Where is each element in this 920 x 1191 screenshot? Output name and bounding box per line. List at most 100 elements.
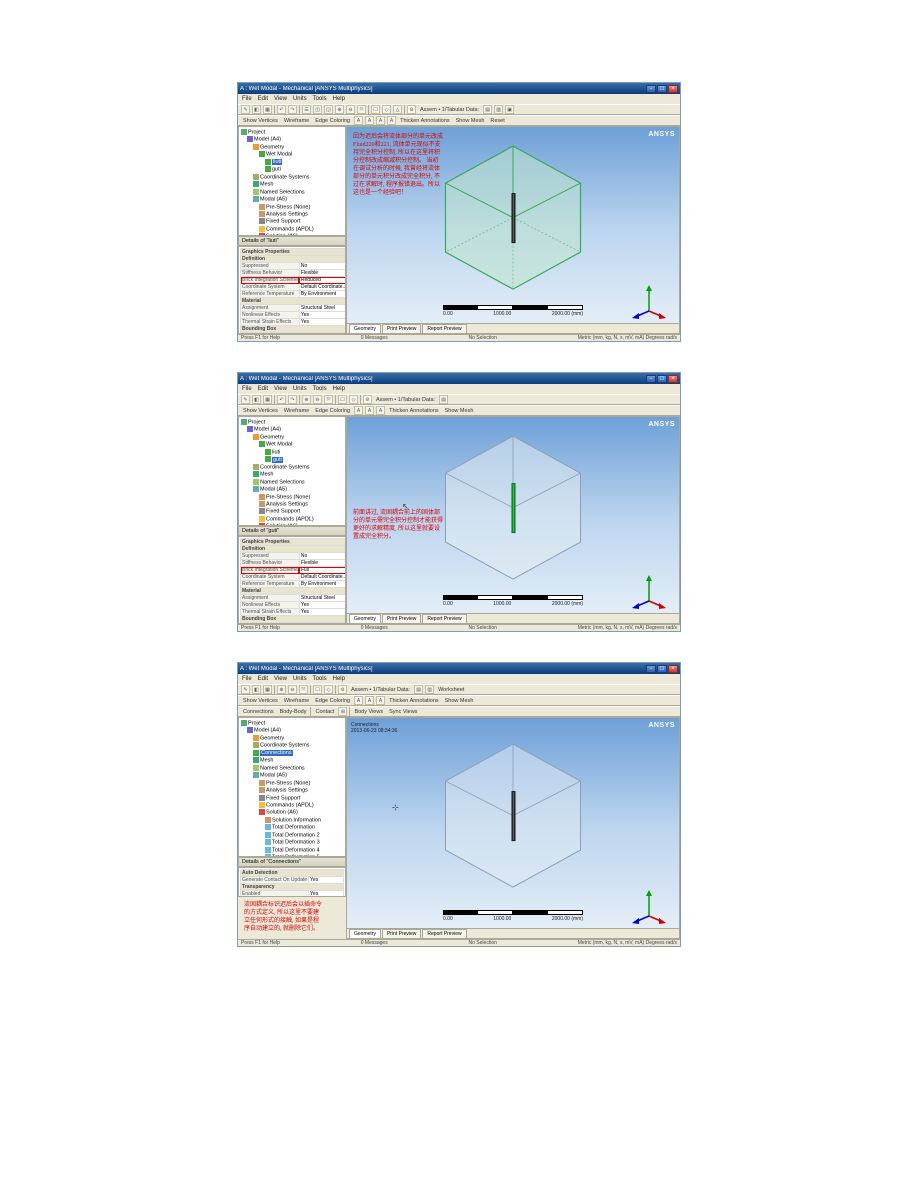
tab-geometry[interactable]: Geometry (349, 929, 381, 938)
outline-tree[interactable]: Project Model (A4) Geometry Wet Modal li… (238, 126, 346, 236)
toolbar-button[interactable]: ↷ (288, 105, 297, 114)
toolbar-button[interactable]: ◫ (313, 105, 322, 114)
toolbar-button[interactable]: ◧ (252, 105, 261, 114)
toolbar-button[interactable]: △ (393, 105, 402, 114)
toolbar-label[interactable]: Show Mesh (443, 698, 476, 704)
toolbar-label[interactable]: Thicken Annotations (387, 698, 441, 704)
maximize-button[interactable]: □ (657, 665, 667, 673)
viewport[interactable]: ANSYS Connections 2013-06-23 08:34:36 ⊹ … (346, 717, 680, 939)
menu-help[interactable]: Help (333, 676, 345, 682)
toolbar-button[interactable]: ⊕ (302, 395, 311, 404)
toolbar-button[interactable]: ◲ (324, 105, 333, 114)
toolbar-button[interactable]: ▤ (414, 685, 423, 694)
assemble-icon[interactable]: ⚙ (363, 395, 372, 404)
menu-units[interactable]: Units (293, 676, 307, 682)
toolbar-button[interactable]: A (376, 696, 385, 705)
toolbar-label[interactable]: Edge Coloring (313, 408, 352, 414)
toolbar-button[interactable]: A (365, 406, 374, 415)
toolbar-button[interactable]: ⊖ (313, 395, 322, 404)
toolbar-button[interactable]: ☐ (338, 395, 347, 404)
toolbar-label[interactable]: Wireframe (282, 698, 311, 704)
toolbar-button[interactable]: ▣ (505, 105, 514, 114)
tab-report[interactable]: Report Preview (422, 614, 466, 623)
toolbar-button[interactable]: ⊖ (288, 685, 297, 694)
toolbar-label[interactable]: Show Vertices (241, 698, 280, 704)
menu-view[interactable]: View (274, 676, 287, 682)
toolbar-button[interactable]: ⊖ (346, 105, 355, 114)
maximize-button[interactable]: □ (657, 375, 667, 383)
toolbar-button[interactable]: ✎ (241, 105, 250, 114)
assemble-icon[interactable]: ⚙ (338, 685, 347, 694)
toolbar-button[interactable]: ⤧ (357, 105, 366, 114)
toolbar-label[interactable]: Edge Coloring (313, 698, 352, 704)
toolbar-button[interactable]: ⊞ (338, 707, 347, 716)
toolbar-button[interactable]: ☰ (302, 105, 311, 114)
viewport[interactable]: ANSYS ↖ 前面讲过, 流固耦合前上的固体部分的单元需完全积分控制才能获得更… (346, 416, 680, 624)
menu-file[interactable]: File (242, 96, 252, 102)
tab-report[interactable]: Report Preview (422, 929, 466, 938)
close-button[interactable]: × (668, 375, 678, 383)
tab-geometry[interactable]: Geometry (349, 614, 381, 623)
toolbar-button[interactable]: ↶ (277, 395, 286, 404)
toolbar-button[interactable]: A (387, 116, 396, 125)
menu-tools[interactable]: Tools (313, 676, 327, 682)
menu-help[interactable]: Help (333, 96, 345, 102)
menu-file[interactable]: File (242, 676, 252, 682)
toolbar-button[interactable]: ◧ (252, 685, 261, 694)
toolbar-label[interactable]: Wireframe (282, 408, 311, 414)
menu-edit[interactable]: Edit (258, 96, 268, 102)
toolbar-button[interactable]: ☐ (313, 685, 322, 694)
toolbar-label[interactable]: Thicken Annotations (387, 408, 441, 414)
outline-tree[interactable]: Project Model (A4) Geometry Coordinate S… (238, 717, 346, 857)
toolbar-button[interactable]: ◇ (349, 395, 358, 404)
toolbar-button[interactable]: ◇ (324, 685, 333, 694)
toolbar-button[interactable]: A (365, 116, 374, 125)
details-panel[interactable]: Auto DetectionGenerate Contact On Update… (238, 867, 346, 897)
toolbar-button[interactable]: ▦ (263, 395, 272, 404)
toolbar-label[interactable]: Show Mesh (454, 118, 487, 124)
toolbar-label[interactable]: Edge Coloring (313, 118, 352, 124)
toolbar-button[interactable]: A (354, 406, 363, 415)
toolbar-button[interactable]: ◇ (382, 105, 391, 114)
assemble-icon[interactable]: ⚙ (407, 105, 416, 114)
menu-units[interactable]: Units (293, 386, 307, 392)
tab-report[interactable]: Report Preview (422, 324, 466, 333)
details-panel[interactable]: Graphics PropertiesDefinitionSuppressedN… (238, 246, 346, 334)
toolbar-button[interactable]: A (354, 116, 363, 125)
toolbar-label[interactable]: Show Vertices (241, 118, 280, 124)
menu-tools[interactable]: Tools (313, 386, 327, 392)
toolbar-button[interactable]: ✎ (241, 395, 250, 404)
toolbar-button[interactable]: ◧ (252, 395, 261, 404)
tab-print[interactable]: Print Preview (382, 324, 421, 333)
toolbar-button[interactable]: A (376, 406, 385, 415)
toolbar-button[interactable]: A (376, 116, 385, 125)
menu-view[interactable]: View (274, 386, 287, 392)
menu-edit[interactable]: Edit (258, 676, 268, 682)
menu-edit[interactable]: Edit (258, 386, 268, 392)
close-button[interactable]: × (668, 665, 678, 673)
details-panel[interactable]: Graphics PropertiesDefinitionSuppressedN… (238, 536, 346, 624)
toolbar-button[interactable]: A (354, 696, 363, 705)
tab-print[interactable]: Print Preview (382, 929, 421, 938)
toolbar-button[interactable]: ↶ (277, 105, 286, 114)
toolbar-button[interactable]: ▦ (263, 685, 272, 694)
toolbar-label[interactable]: Body-Body (278, 709, 309, 715)
toolbar-button[interactable]: ↷ (288, 395, 297, 404)
toolbar-button[interactable]: ⤧ (299, 685, 308, 694)
toolbar-button[interactable]: ▥ (494, 105, 503, 114)
toolbar-label[interactable]: Wireframe (282, 118, 311, 124)
menu-units[interactable]: Units (293, 96, 307, 102)
menu-help[interactable]: Help (333, 386, 345, 392)
toolbar-label[interactable]: Sync Views (387, 709, 419, 715)
toolbar-button[interactable]: ⊕ (335, 105, 344, 114)
close-button[interactable]: × (668, 85, 678, 93)
toolbar-button[interactable]: ☐ (371, 105, 380, 114)
menu-tools[interactable]: Tools (313, 96, 327, 102)
toolbar-label[interactable]: Show Vertices (241, 408, 280, 414)
toolbar-button[interactable]: ▤ (483, 105, 492, 114)
toolbar-label[interactable]: Reset (488, 118, 506, 124)
tab-print[interactable]: Print Preview (382, 614, 421, 623)
menu-file[interactable]: File (242, 386, 252, 392)
maximize-button[interactable]: □ (657, 85, 667, 93)
toolbar-button[interactable]: ✎ (241, 685, 250, 694)
